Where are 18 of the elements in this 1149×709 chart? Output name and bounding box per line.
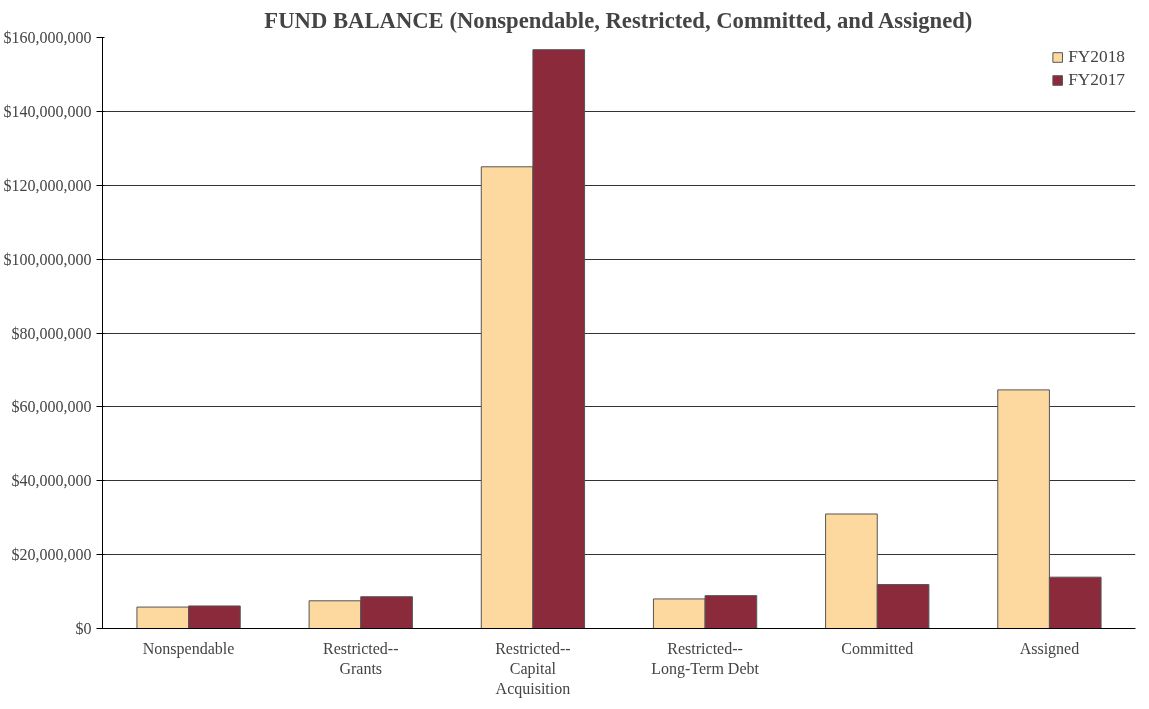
x-tick-label: Restricted-- Capital Acquisition (495, 639, 571, 699)
y-tick-label: $40,000,000 (11, 472, 92, 490)
legend-label: FY2018 (1068, 47, 1125, 67)
x-tick-label: Restricted-- Long-Term Debt (651, 639, 760, 678)
y-tick-label: $60,000,000 (11, 398, 92, 416)
y-tick-label: $160,000,000 (3, 29, 92, 46)
x-tick-label: Assigned (1019, 639, 1080, 658)
y-tick-label: $80,000,000 (11, 324, 92, 342)
y-tick-label: $20,000,000 (11, 546, 92, 564)
x-tick-label: Nonspendable (142, 639, 235, 658)
y-tick-label: $140,000,000 (3, 102, 92, 120)
y-tick-label: $0 (75, 620, 92, 637)
y-tick-label: $100,000,000 (3, 250, 92, 268)
legend-label: FY2017 (1068, 70, 1125, 90)
chart-title: FUND BALANCE (Nonspendable, Restricted, Committed, and Assigned) (264, 7, 973, 33)
y-tick-label: $120,000,000 (3, 176, 92, 194)
x-tick-label: Committed (841, 639, 914, 657)
x-tick-label: Restricted-- Grants (322, 639, 399, 677)
